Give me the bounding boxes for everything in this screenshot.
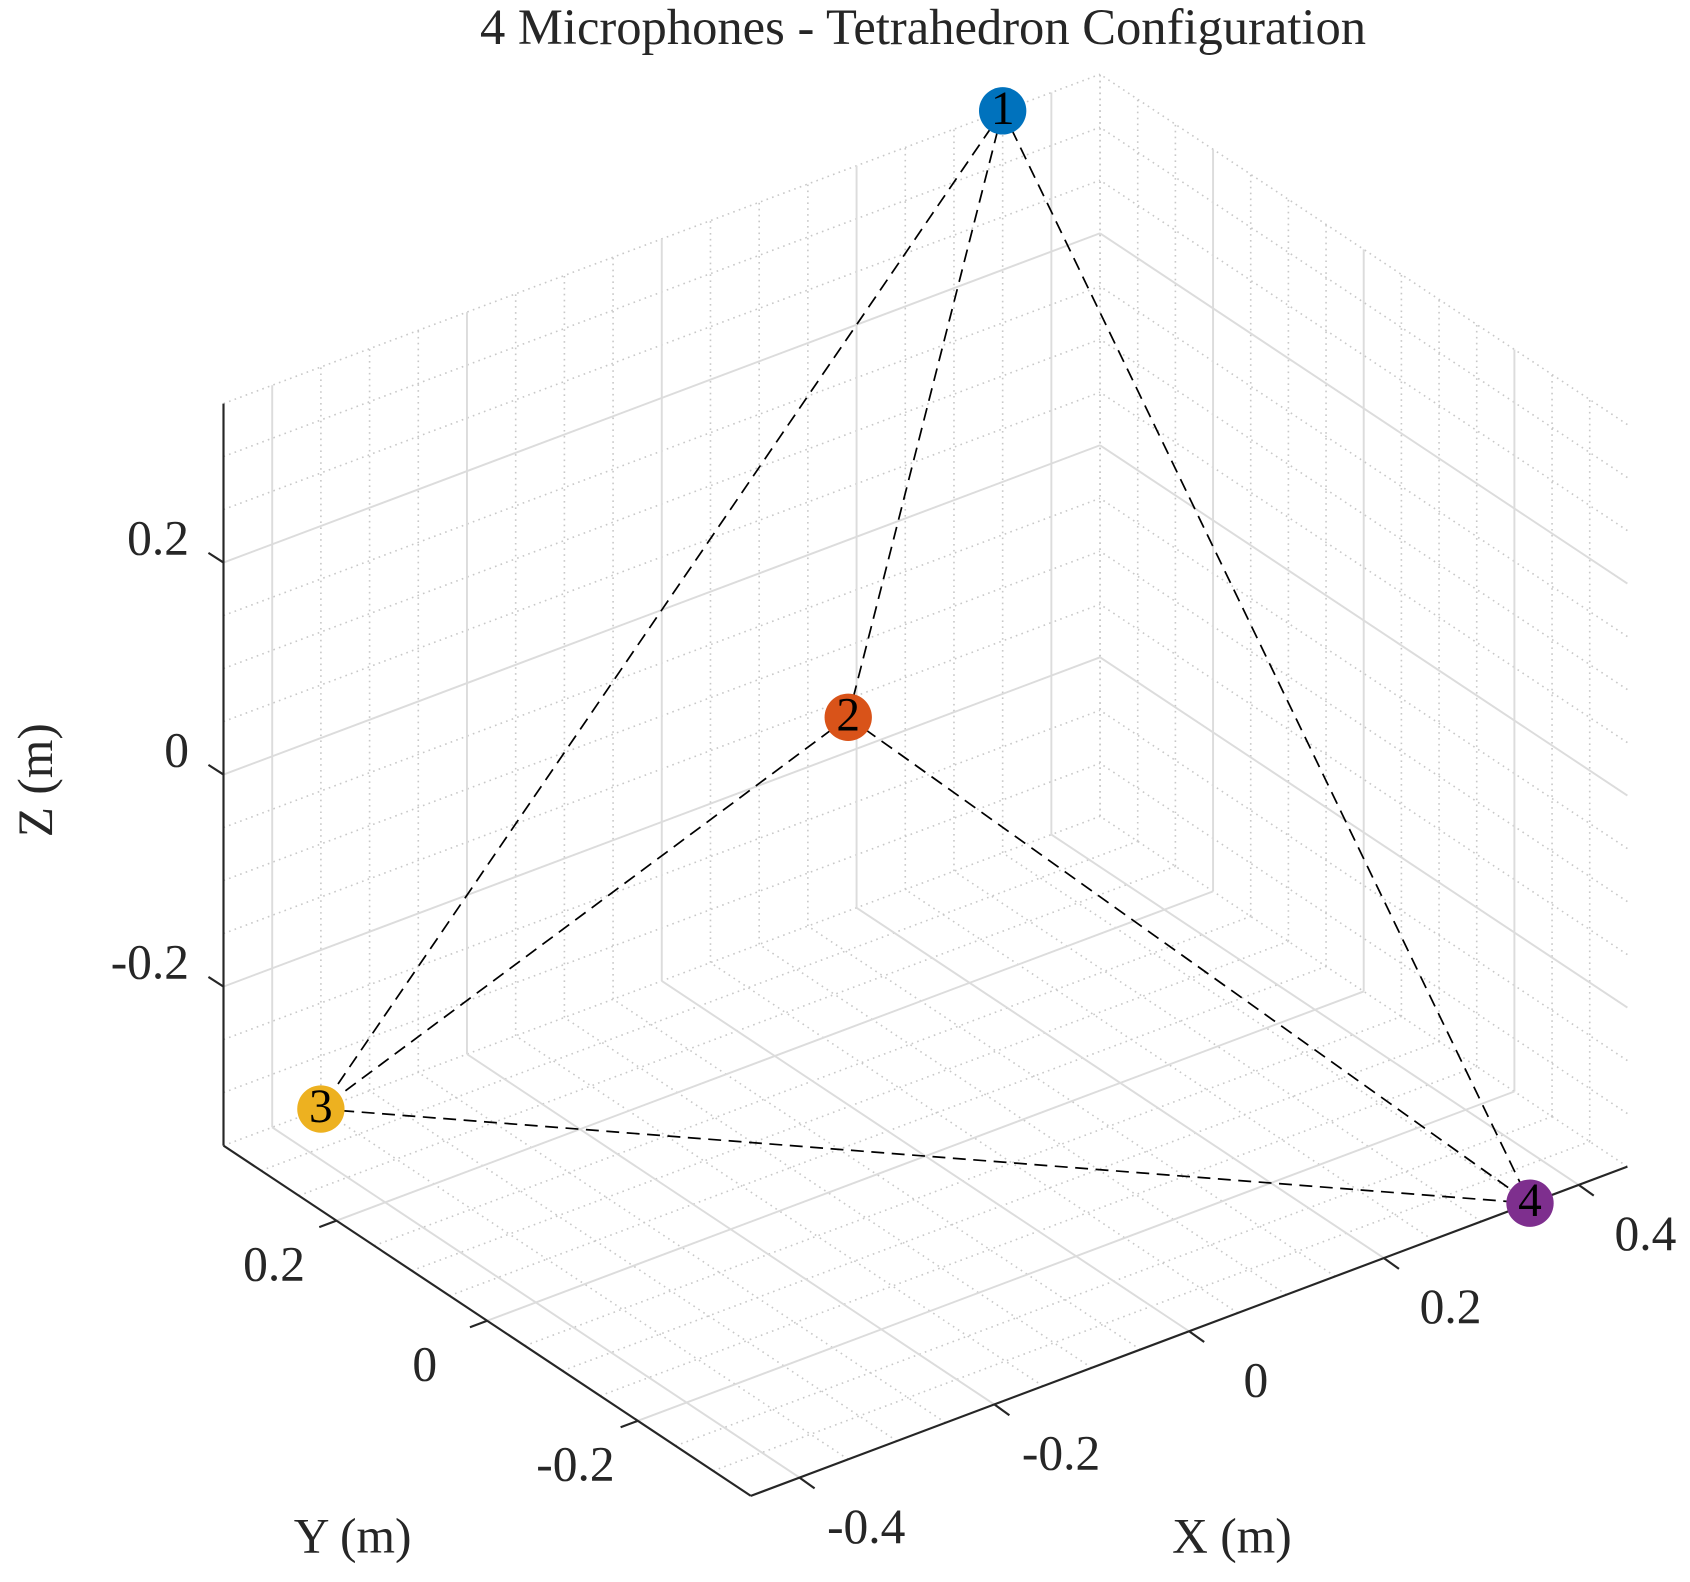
x-tick-label: 0 [1243, 1352, 1268, 1407]
edge [320, 716, 849, 1110]
axes: -0.4 -0.2 0 0.2 0.4 -0.2 0 0.2 -0.2 0 0.2 [111, 403, 1676, 1554]
grid-line [336, 890, 1214, 1222]
point-label: 3 [309, 1081, 333, 1133]
grid-line [1099, 762, 1628, 1115]
grid-line [417, 1071, 947, 1424]
point-label: 4 [1518, 1175, 1542, 1227]
grid-line [1099, 73, 1628, 426]
grid-line [904, 888, 1434, 1241]
y-tick-label: 0 [412, 1337, 437, 1392]
grid-line [223, 656, 1101, 988]
grid-line [1099, 815, 1628, 1168]
y-tick [620, 1419, 639, 1429]
y-tick [318, 1219, 337, 1229]
grid-line [320, 1108, 849, 1460]
z-tick-label: 0 [164, 723, 189, 778]
grid-line [710, 961, 1239, 1314]
edge [320, 110, 1004, 1110]
edge [1001, 110, 1531, 1204]
z-tick-label: 0.2 [127, 511, 189, 566]
x-tick [993, 1403, 1011, 1417]
x-tick-label: 0.4 [1614, 1206, 1676, 1261]
x-tick-label: -0.4 [827, 1499, 905, 1554]
edge [847, 110, 1004, 718]
grid-line [1099, 338, 1628, 691]
y-tick-label: 0.2 [243, 1236, 305, 1291]
chart-title: 4 Microphones - Tetrahedron Configuratio… [480, 0, 1366, 55]
x-tick-label: -0.2 [1022, 1426, 1100, 1481]
grid-line [758, 943, 1287, 1296]
grid-line [1099, 497, 1628, 850]
grid-line [369, 1090, 898, 1442]
point-label: 1 [991, 83, 1015, 135]
grid-line [637, 1090, 1515, 1422]
grid-line [1002, 852, 1531, 1204]
grid-line [515, 1035, 1044, 1387]
point [978, 87, 1027, 135]
edge [847, 716, 1531, 1204]
point [824, 693, 872, 741]
grid-line [1099, 709, 1628, 1062]
point [297, 1085, 345, 1133]
grid-line [486, 990, 1365, 1322]
x-tick [1578, 1184, 1595, 1197]
grid-line [1099, 391, 1628, 744]
x-tick [1383, 1257, 1400, 1270]
grid [223, 73, 1628, 1479]
grid-line [612, 998, 1141, 1351]
z-tick [207, 551, 225, 564]
point-label: 2 [836, 689, 860, 741]
grid-line [1099, 285, 1628, 638]
grid-line [223, 232, 1101, 564]
grid-line [1099, 550, 1628, 903]
edge [320, 1108, 1531, 1205]
grid-line [1099, 603, 1628, 956]
z-tick [207, 763, 225, 776]
z-axis-title: Z (m) [8, 723, 63, 837]
grid-line [1099, 444, 1628, 797]
y-axis-title: Y (m) [294, 1508, 412, 1563]
grid-line [1099, 179, 1628, 532]
x-axis-title: X (m) [1172, 1508, 1292, 1563]
z-tick-label: -0.2 [111, 935, 189, 990]
grid-line [953, 870, 1482, 1223]
y-tick [469, 1319, 488, 1329]
grid-line [1099, 126, 1628, 479]
x-tick [1188, 1330, 1205, 1343]
x-tick-label: 0.2 [1420, 1279, 1482, 1334]
y-tick-label: -0.2 [536, 1437, 614, 1492]
grid-line [1099, 656, 1628, 1009]
x-tick [798, 1476, 816, 1490]
grid-line [1099, 232, 1628, 585]
plot-area: 1 2 3 4 [297, 83, 1554, 1227]
z-tick [207, 976, 225, 988]
grid-line [563, 1016, 1093, 1369]
grid-line [807, 925, 1336, 1278]
point [1506, 1179, 1554, 1227]
